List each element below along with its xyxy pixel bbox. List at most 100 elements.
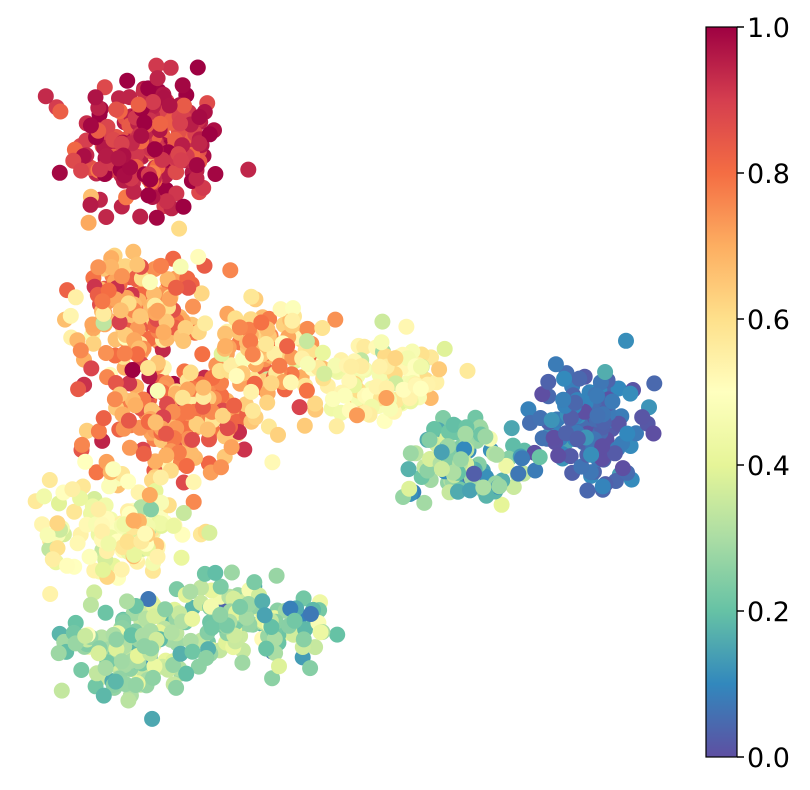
scatter-point bbox=[127, 677, 144, 693]
scatter-point bbox=[223, 439, 240, 456]
scatter-point bbox=[589, 407, 606, 424]
scatter-point bbox=[416, 494, 433, 511]
scatter-point bbox=[70, 381, 87, 398]
scatter-point bbox=[51, 164, 68, 181]
scatter-point bbox=[307, 395, 324, 412]
scatter-point bbox=[329, 626, 346, 643]
scatter-point bbox=[108, 101, 125, 118]
scatter-point bbox=[95, 561, 111, 578]
scatter-point bbox=[219, 420, 236, 437]
scatter-point bbox=[175, 333, 192, 349]
scatter-point bbox=[316, 365, 333, 382]
scatter-point bbox=[174, 389, 191, 406]
scatter-point bbox=[286, 612, 303, 629]
scatter-point bbox=[373, 334, 390, 351]
scatter-point bbox=[53, 682, 70, 699]
scatter-point bbox=[402, 445, 419, 462]
scatter-point bbox=[155, 324, 172, 341]
scatter-point bbox=[190, 248, 207, 265]
scatter-point bbox=[271, 658, 287, 675]
scatter-point bbox=[477, 428, 494, 445]
scatter-point bbox=[49, 515, 66, 532]
scatter-point bbox=[90, 645, 107, 662]
scatter-point bbox=[136, 638, 153, 655]
scatter-point bbox=[126, 546, 143, 563]
scatter-point bbox=[149, 548, 166, 565]
scatter-point bbox=[569, 430, 586, 447]
scatter-point bbox=[547, 356, 564, 373]
scatter-point bbox=[52, 103, 69, 120]
scatter-point bbox=[191, 135, 208, 152]
scatter-point bbox=[199, 421, 216, 438]
scatter-point bbox=[222, 262, 239, 279]
scatter-point bbox=[41, 472, 58, 488]
scatter-point bbox=[395, 381, 412, 398]
scatter-point bbox=[132, 208, 149, 225]
scatter-point bbox=[157, 601, 174, 618]
scatter-point bbox=[436, 340, 453, 357]
scatter-point bbox=[133, 127, 150, 144]
scatter-point bbox=[83, 360, 100, 377]
scatter-point bbox=[401, 480, 418, 497]
scatter-point bbox=[279, 338, 296, 355]
scatter-point bbox=[228, 368, 245, 384]
scatter-point bbox=[130, 96, 147, 113]
scatter-point bbox=[604, 393, 621, 410]
scatter-point bbox=[90, 423, 107, 440]
scatter-point bbox=[62, 307, 79, 324]
scatter-point bbox=[120, 412, 137, 429]
scatter-point bbox=[433, 444, 450, 461]
scatter-point bbox=[37, 88, 54, 105]
scatter-point bbox=[207, 564, 224, 581]
scatter-point bbox=[646, 375, 663, 392]
scatter-point bbox=[450, 483, 466, 500]
scatter-point bbox=[90, 259, 107, 276]
scatter-point bbox=[73, 162, 90, 179]
scatter-point bbox=[212, 578, 229, 595]
scatter-point bbox=[86, 584, 103, 601]
scatter-point bbox=[94, 523, 110, 540]
scatter-point bbox=[36, 488, 53, 505]
scatter-point bbox=[88, 464, 105, 481]
scatter-point bbox=[445, 416, 462, 433]
scatter-point bbox=[341, 373, 358, 389]
scatter-point bbox=[195, 379, 212, 396]
scatter-point bbox=[96, 79, 113, 96]
scatter-point bbox=[254, 593, 271, 610]
scatter-point bbox=[634, 409, 651, 426]
scatter-point bbox=[184, 610, 201, 627]
scatter-point bbox=[105, 461, 122, 478]
scatter-point bbox=[387, 350, 404, 367]
scatter-point bbox=[270, 426, 286, 443]
scatter-point bbox=[182, 364, 199, 381]
scatter-point bbox=[236, 441, 253, 458]
scatter-point bbox=[191, 109, 208, 125]
scatter-point bbox=[90, 501, 107, 518]
scatter-point bbox=[214, 407, 231, 424]
scatter-point bbox=[103, 259, 120, 275]
scatter-point bbox=[136, 114, 153, 131]
scatter-point bbox=[400, 461, 417, 478]
scatter-point bbox=[462, 482, 478, 499]
scatter-point bbox=[503, 420, 520, 437]
colorbar-tick-label: 0.0 bbox=[747, 743, 790, 774]
scatter-point bbox=[188, 170, 205, 187]
scatter-point bbox=[172, 115, 189, 132]
scatter-point bbox=[113, 135, 130, 152]
scatter-point bbox=[253, 314, 270, 331]
scatter-point bbox=[543, 412, 560, 429]
scatter-point bbox=[168, 279, 184, 296]
scatter-point bbox=[100, 535, 117, 552]
scatter-point bbox=[152, 515, 169, 532]
scatter-point bbox=[284, 312, 301, 329]
scatter-point bbox=[475, 479, 492, 496]
scatter-point bbox=[431, 361, 448, 378]
scatter-point bbox=[171, 220, 188, 237]
scatter-point bbox=[356, 338, 373, 355]
scatter-point bbox=[119, 533, 136, 550]
scatter-point bbox=[152, 469, 169, 486]
scatter-point bbox=[398, 318, 415, 335]
scatter-point bbox=[97, 660, 114, 676]
scatter-point bbox=[201, 524, 218, 541]
